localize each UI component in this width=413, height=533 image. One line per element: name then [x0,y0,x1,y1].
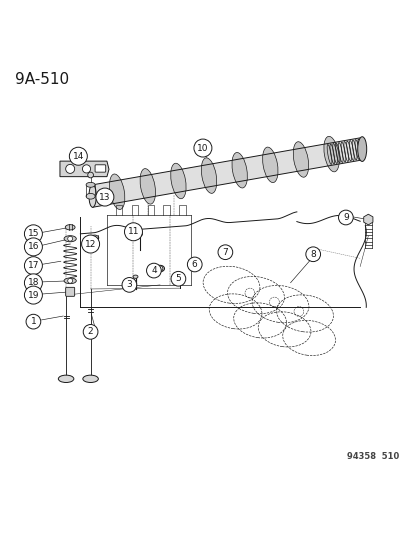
Circle shape [146,263,161,278]
Circle shape [24,225,42,243]
Text: 1: 1 [31,317,36,326]
Ellipse shape [357,137,366,161]
Ellipse shape [323,136,338,172]
Polygon shape [60,161,109,176]
Ellipse shape [86,193,95,199]
Ellipse shape [83,375,98,383]
Circle shape [24,257,42,274]
Text: 13: 13 [99,192,110,201]
Text: 18: 18 [28,278,39,287]
Circle shape [83,325,98,339]
Circle shape [193,139,211,157]
Circle shape [66,164,74,173]
Circle shape [171,271,185,286]
Circle shape [26,314,40,329]
Circle shape [24,238,42,256]
Text: 17: 17 [28,261,39,270]
Ellipse shape [133,275,138,278]
Ellipse shape [86,182,95,187]
Text: 14: 14 [72,152,84,161]
Circle shape [187,257,202,272]
Ellipse shape [170,163,186,199]
Text: 94358  510: 94358 510 [346,451,398,461]
Circle shape [88,172,93,178]
Circle shape [157,265,162,271]
Ellipse shape [58,375,74,383]
Circle shape [96,188,114,206]
Text: 9: 9 [342,213,348,222]
Ellipse shape [140,168,155,204]
Ellipse shape [189,260,198,266]
Ellipse shape [90,235,99,241]
Text: 4: 4 [151,266,157,275]
Text: 7: 7 [222,248,228,257]
Circle shape [69,147,87,165]
Text: 9A-510: 9A-510 [15,72,69,87]
Circle shape [81,235,100,253]
Ellipse shape [262,147,278,183]
Ellipse shape [109,174,125,209]
Text: 11: 11 [128,227,139,236]
FancyBboxPatch shape [95,165,105,172]
Ellipse shape [65,224,75,230]
Polygon shape [93,138,359,207]
Ellipse shape [155,265,164,272]
Text: 2: 2 [88,327,93,336]
Circle shape [68,236,72,241]
Circle shape [24,286,42,304]
Text: 10: 10 [197,143,208,152]
Circle shape [136,231,142,237]
FancyBboxPatch shape [66,287,74,296]
Circle shape [68,278,72,283]
Ellipse shape [178,272,182,275]
Text: 8: 8 [310,250,315,259]
Circle shape [191,261,196,266]
Ellipse shape [201,158,216,193]
Circle shape [122,278,136,292]
Circle shape [218,245,232,260]
Circle shape [82,165,90,173]
Polygon shape [363,214,372,225]
Text: 15: 15 [28,229,39,238]
Circle shape [124,223,142,241]
Text: 5: 5 [175,274,181,283]
Text: 19: 19 [28,290,39,300]
Ellipse shape [89,185,96,207]
Text: 16: 16 [28,243,39,252]
Ellipse shape [64,278,76,284]
Ellipse shape [64,236,76,242]
Ellipse shape [292,142,308,177]
Circle shape [24,274,42,292]
Ellipse shape [231,152,247,188]
Text: 12: 12 [85,239,96,248]
Text: 6: 6 [191,260,197,269]
Circle shape [338,210,352,225]
Text: 3: 3 [126,280,132,289]
Circle shape [305,247,320,262]
